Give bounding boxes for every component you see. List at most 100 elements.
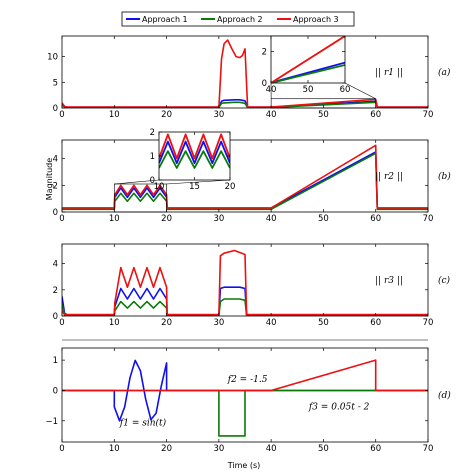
panel-c-ytick-label: 2 [53,286,58,296]
panel-a-tag: (a) [438,67,451,78]
panel-d-xtick-label: 10 [109,444,120,454]
panel-b-xtick-label: 30 [213,214,224,224]
panel-c-ytick-label: 0 [53,312,58,322]
panel-b-frame [61,139,429,213]
panel-a-xtick-label: 70 [423,110,434,120]
legend: Approach 1 Approach 2 Approach 3 [121,11,355,27]
panel-a-xtick-label: 60 [370,110,381,120]
panel-a-inset-series-group [271,36,345,83]
panel-c-xtick-label: 20 [161,318,172,328]
panel-b-background [62,140,428,212]
panel-b-inset-ytick-label: 1 [150,152,155,162]
panel-d-ytick-label: −1 [45,417,58,427]
panel-c-xtick-label: 30 [213,318,224,328]
panel-b-inset: 10 15 20 0 1 2 [150,128,236,192]
panel-c-series-label: || r3 || [375,276,403,286]
panel-d-xtick-label: 20 [161,444,172,454]
panel-b-xtick-label: 70 [423,214,434,224]
panel-d-frame [61,347,429,443]
panel-b-xtick-label: 0 [59,214,64,224]
y-axis-label: Magnitude [45,158,54,200]
panel-a-inset-ytick-label: 0 [262,79,267,89]
panel-a-xtick-label: 0 [59,110,64,120]
panel-b-zoom-region [113,183,167,213]
panel-b-zoom-connector-right [166,179,231,185]
panel-a-inset-series-approach-2 [271,64,345,83]
panel-d-xtick-label: 40 [266,444,277,454]
panel-b-tag: (b) [438,171,451,182]
panel-c-xtick-label: 60 [370,318,381,328]
panel-b-inset-series-approach-2 [159,150,230,169]
panel-b-xtick-label: 60 [370,214,381,224]
panel-b-series-group [62,144,428,211]
panel-a-zoom-connector-right [344,82,376,100]
panel-c-series-approach-3 [62,249,428,316]
x-axis-label: Time (s) [227,461,261,470]
panel-a-inset-ytick-label: 2 [262,48,267,58]
panel-a-series-approach-3 [62,39,428,108]
legend-label-approach-1: Approach 1 [142,15,188,24]
zoom-connectors [62,82,428,341]
legend-label-approach-3: Approach 3 [293,15,339,24]
panel-c-tag: (c) [438,275,451,286]
panel-d-xtick-label: 30 [213,444,224,454]
panel-a-xtick-label: 50 [318,110,329,120]
panel-d-series-approach-1 [62,359,428,422]
panel-d-xtick-label: 70 [423,444,434,454]
panel-a-ytick-label: 0 [53,104,58,114]
panel-d-xtick-label: 50 [318,444,329,454]
panel-d-annotation-2: f2 = -1.5 [227,375,268,385]
panel-a-xtick-label: 10 [109,110,120,120]
panel-a-ytick-label: 5 [53,78,58,88]
panel-a-inset-series-approach-3 [271,36,345,83]
panel-d-xtick-label: 0 [59,444,64,454]
panel-a-series-group [62,39,428,108]
panel-b-ytick-label: 4 [53,155,58,165]
panel-a-inset-xtick-label: 60 [340,85,351,95]
panel-b-series-label: || r2 || [375,172,403,182]
panel-d-ytick-label: 1 [53,356,58,366]
panel-a-xtick-label: 30 [213,110,224,120]
panel-c: 0 10 20 30 40 50 60 70 0 2 4 (c) || r3 || [53,243,451,328]
panel-b-ytick-label: 2 [53,181,58,191]
panel-b-inset-series-group [159,133,230,169]
panel-d-xtick-label: 60 [370,444,381,454]
panel-d-annotation-3: f3 = 0.05t - 2 [308,402,370,412]
panel-a-inset-xtick-label: 50 [303,85,314,95]
panel-b-series-approach-3 [62,144,428,209]
panel-a-xtick-label: 20 [161,110,172,120]
panel-d-tag: (d) [438,390,451,401]
panel-c-xtick-label: 0 [59,318,64,328]
legend-label-approach-2: Approach 2 [217,15,263,24]
panel-c-frame [61,243,429,317]
panel-b-inset-series-approach-1 [159,140,230,165]
panel-b-xtick-label: 10 [109,214,120,224]
panel-b-series-approach-1 [62,151,428,209]
panel-b-xtick-label: 50 [318,214,329,224]
panel-b-xtick-label: 40 [266,214,277,224]
panel-b-inset-xtick-label: 10 [154,182,165,192]
panel-d-series-group [62,359,428,437]
panel-a-series-label: || r1 || [375,68,403,78]
panel-c-xtick-label: 50 [318,318,329,328]
panel-a-zoom-region [270,98,377,109]
panel-b-inset-xtick-label: 15 [189,182,200,192]
legend-box [121,11,355,27]
panel-c-xtick-label: 70 [423,318,434,328]
panel-a-ytick-label: 10 [47,53,58,63]
panel-b-inset-ytick-label: 2 [150,128,155,138]
panel-b-zoom-connector-left [114,179,160,185]
panel-c-xtick-label: 40 [266,318,277,328]
panel-d-series-approach-3 [62,359,428,392]
panel-a-xtick-label: 40 [266,110,277,120]
panel-c-xtick-label: 10 [109,318,120,328]
panel-b-inset-xtick-label: 20 [225,182,236,192]
panel-b-xtick-label: 20 [161,214,172,224]
panel-a-background [62,36,428,108]
panel-b-inset-series-approach-3 [159,133,230,160]
panel-d: 0 10 20 30 40 50 60 70 −1 0 1 (d) f1 = sin(t) f2 = -1… [45,347,451,454]
